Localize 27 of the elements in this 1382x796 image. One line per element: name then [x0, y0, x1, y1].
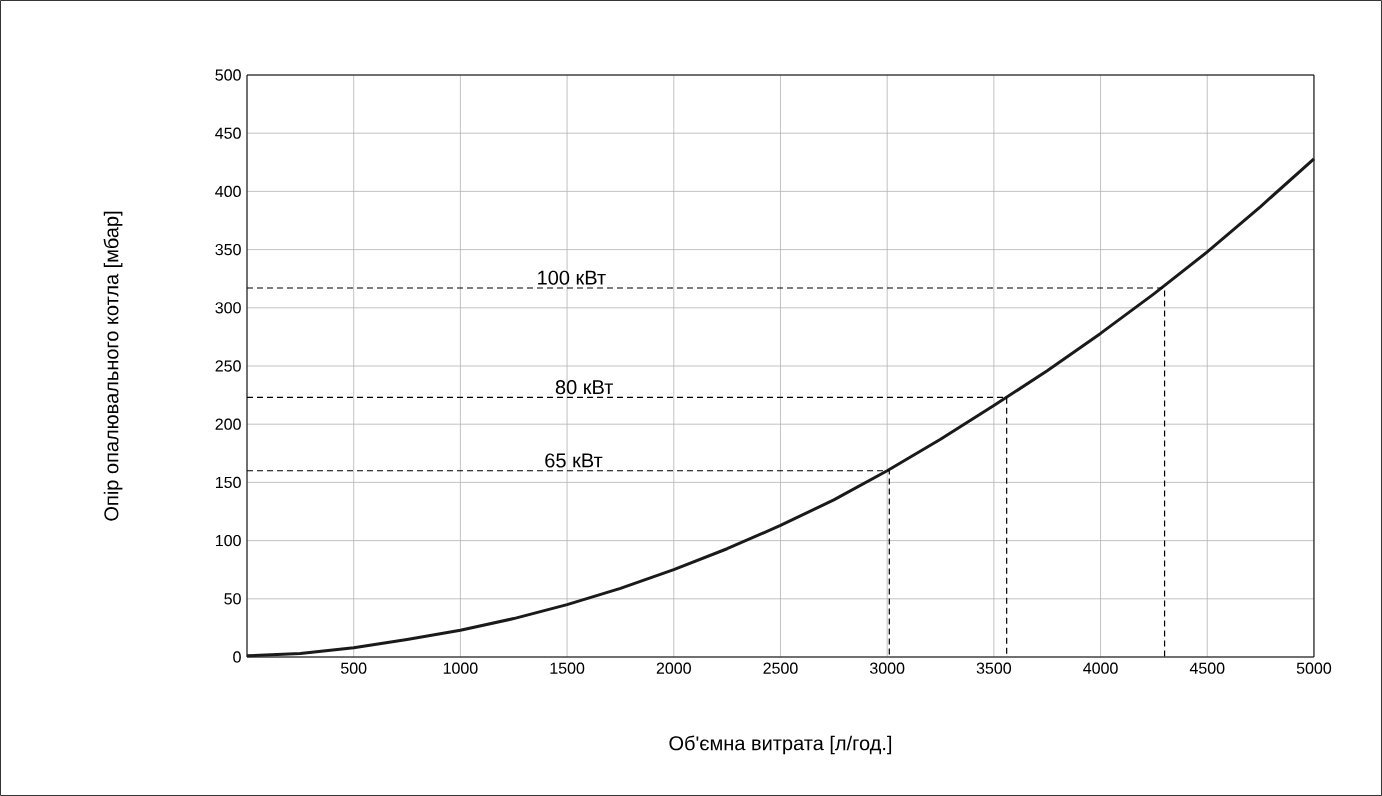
annotation: 80 кВт: [555, 380, 614, 395]
y-axis-title: Опір опалювального котла [мбар]: [103, 211, 123, 521]
x-tick-label: 3500: [976, 662, 1012, 674]
line-series: [245, 157, 1316, 658]
y-tick-label: 400: [215, 185, 241, 198]
y-tick-label: 50: [224, 593, 241, 605]
x-tick-label: 500: [340, 662, 367, 674]
x-tick-label: 1500: [550, 662, 585, 674]
x-tick-label: 4500: [1189, 662, 1225, 674]
x-tick-label: 1000: [443, 662, 478, 674]
x-tick-label: 5000: [1296, 662, 1332, 674]
y-tick-label: 150: [215, 476, 241, 489]
x-tick-label: 2500: [763, 662, 798, 674]
y-tick-label: 100: [215, 534, 241, 547]
x-axis-title: Об'ємна витрата [л/год.]: [669, 735, 892, 755]
x-tick-label: 4000: [1083, 662, 1118, 674]
y-tick-label: 0: [233, 651, 241, 663]
x-tick-label: 2000: [656, 662, 691, 674]
y-tick-label: 500: [215, 69, 241, 81]
y-tick-label: 350: [215, 243, 241, 256]
annotation: 65 кВт: [545, 453, 603, 468]
y-tick-label: 300: [215, 302, 241, 314]
y-tick-label: 450: [215, 127, 241, 139]
x-tick-label: 3000: [869, 662, 905, 674]
y-tick-label: 200: [215, 418, 241, 430]
annotation: 100 кВт: [538, 270, 606, 285]
y-tick-label: 250: [215, 360, 241, 372]
